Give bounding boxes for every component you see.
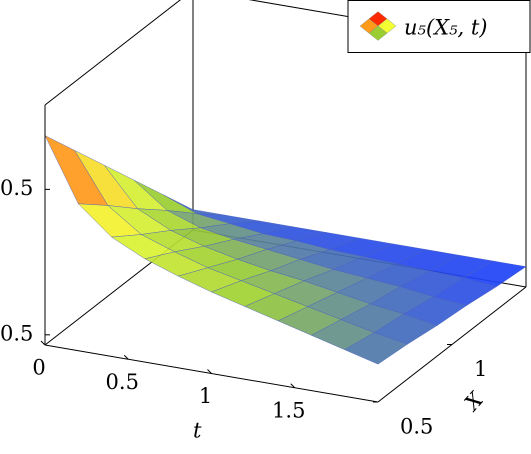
x-axis-label: t bbox=[193, 419, 202, 443]
x-tick-label: 1.5 bbox=[272, 398, 305, 422]
legend-label: u₅(X₅, t) bbox=[404, 16, 488, 40]
z-tick-label: 0.5 bbox=[0, 176, 33, 200]
x-tick-label: 0.5 bbox=[106, 370, 139, 394]
surface-cell bbox=[344, 332, 409, 365]
y-tick-label: 1 bbox=[474, 357, 487, 381]
x-tick-label: 0 bbox=[32, 356, 45, 380]
x-tick bbox=[40, 340, 46, 346]
axis-front bbox=[40, 105, 527, 403]
x-tick bbox=[290, 383, 296, 389]
surface bbox=[44, 135, 527, 365]
legend-swatch bbox=[368, 25, 388, 41]
box-edge bbox=[44, 0, 181, 106]
y-axis-label: X bbox=[459, 387, 489, 416]
x-tick-label: 1 bbox=[199, 384, 212, 408]
legend-icon bbox=[359, 11, 397, 41]
x-tick bbox=[123, 354, 129, 360]
z-tick-label: 0.5 bbox=[0, 321, 33, 345]
x-tick bbox=[207, 369, 212, 374]
y-tick-label: 0.5 bbox=[400, 415, 433, 439]
